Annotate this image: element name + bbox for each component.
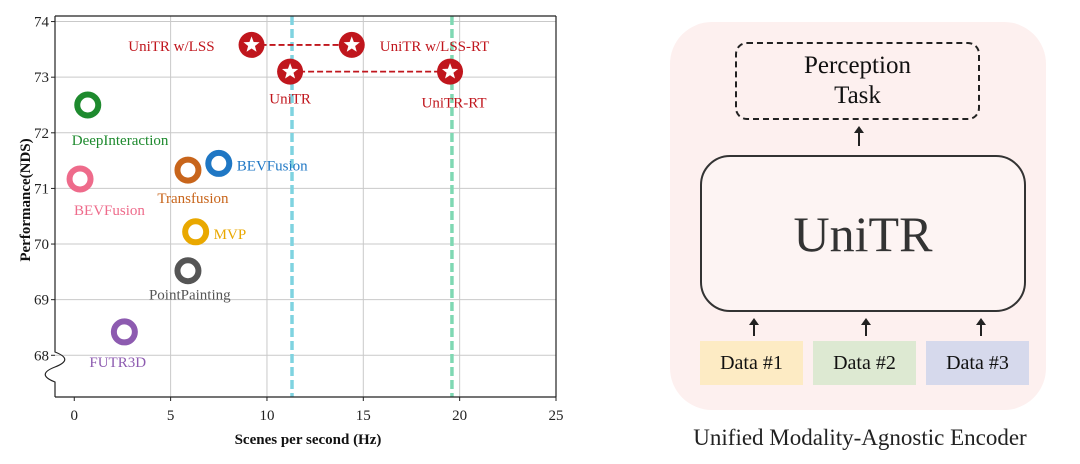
star-icon-unitr-w-lss-0 <box>243 36 260 52</box>
x-tick-label-5: 5 <box>167 408 175 424</box>
arrow-from-data-3 <box>976 318 986 336</box>
star-icon-unitr-2 <box>282 63 299 79</box>
star-icon-unitr-w-lss-rt-1 <box>343 36 360 52</box>
x-axis-label: Scenes per second (Hz) <box>235 432 382 448</box>
data-box-1-label: Data #1 <box>720 351 783 374</box>
data-box-1: Data #1 <box>700 341 803 385</box>
y-tick-label-70: 70 <box>34 237 49 253</box>
point-label-deepinteraction-4: DeepInteraction <box>72 133 169 149</box>
task-line-1: Perception <box>804 52 911 79</box>
point-label-unitr-2: UniTR <box>269 92 311 108</box>
star-icon-unitr-rt-3 <box>441 63 459 79</box>
encoder-label: UniTR <box>793 205 933 262</box>
x-tick-label-15: 15 <box>356 408 371 424</box>
y-tick-label-71: 71 <box>34 181 49 197</box>
data-box-3: Data #3 <box>926 341 1029 385</box>
y-tick-label-73: 73 <box>34 70 49 86</box>
axis-break <box>44 338 66 397</box>
vline-layer <box>290 16 454 397</box>
point-label-unitr-rt-3: UniTR-RT <box>422 96 487 112</box>
y-tick-label-69: 69 <box>34 293 49 309</box>
arrow-from-data-2 <box>861 318 871 336</box>
task-line-2: Task <box>834 82 881 109</box>
y-axis-label: Performance(NDS) <box>18 138 34 261</box>
point-pointpainting-9 <box>174 257 202 285</box>
point-layer <box>66 31 464 346</box>
x-tick-label-25: 25 <box>549 408 564 424</box>
data-box-2-label: Data #2 <box>833 351 896 374</box>
point-mvp-8 <box>182 218 210 246</box>
point-label-unitr-w-lss-0: UniTR w/LSS <box>128 39 214 55</box>
grid-layer <box>55 16 556 397</box>
x-tick-label-20: 20 <box>452 408 467 424</box>
point-label-bevfusion-7: BEVFusion <box>74 203 145 219</box>
point-bevfusion-5 <box>205 149 233 177</box>
label-layer: UniTR w/LSS UniTR w/LSS-RT UniTR UniTR-RT De… <box>72 39 490 371</box>
point-futr3d-10 <box>110 318 138 346</box>
point-label-transfusion-6: Transfusion <box>157 191 229 207</box>
point-bevfusion-7 <box>66 165 94 193</box>
encoder-box: UniTR <box>700 155 1026 312</box>
data-box-3-label: Data #3 <box>946 351 1009 374</box>
point-label-bevfusion-5: BEVFusion <box>237 158 308 174</box>
point-transfusion-6 <box>174 156 202 184</box>
point-label-unitr-w-lss-rt-1: UniTR w/LSS-RT <box>380 39 490 55</box>
y-tick-label-68: 68 <box>34 348 49 364</box>
data-box-2: Data #2 <box>813 341 916 385</box>
y-tick-label-74: 74 <box>34 15 50 31</box>
unitr-diagram: Perception Task UniTR Data #1 Data #2 Da… <box>640 0 1080 464</box>
x-tick-label-10: 10 <box>259 408 274 424</box>
point-label-pointpainting-9: PointPainting <box>149 288 231 304</box>
point-label-futr3d-10: FUTR3D <box>89 355 146 371</box>
diagram-caption: Unified Modality-Agnostic Encoder <box>693 425 1027 450</box>
x-tick-label-0: 0 <box>71 408 79 424</box>
point-label-mvp-8: MVP <box>214 227 247 243</box>
point-deepinteraction-4 <box>74 91 102 119</box>
axis-layer: 0 5 10 15 20 25 68 69 70 71 72 73 74 <box>34 15 564 424</box>
connector-layer <box>251 44 451 73</box>
arrow-to-task <box>854 126 864 146</box>
perception-task-box: Perception Task <box>735 42 980 120</box>
arrow-from-data-1 <box>749 318 759 336</box>
y-tick-label-72: 72 <box>34 126 49 142</box>
